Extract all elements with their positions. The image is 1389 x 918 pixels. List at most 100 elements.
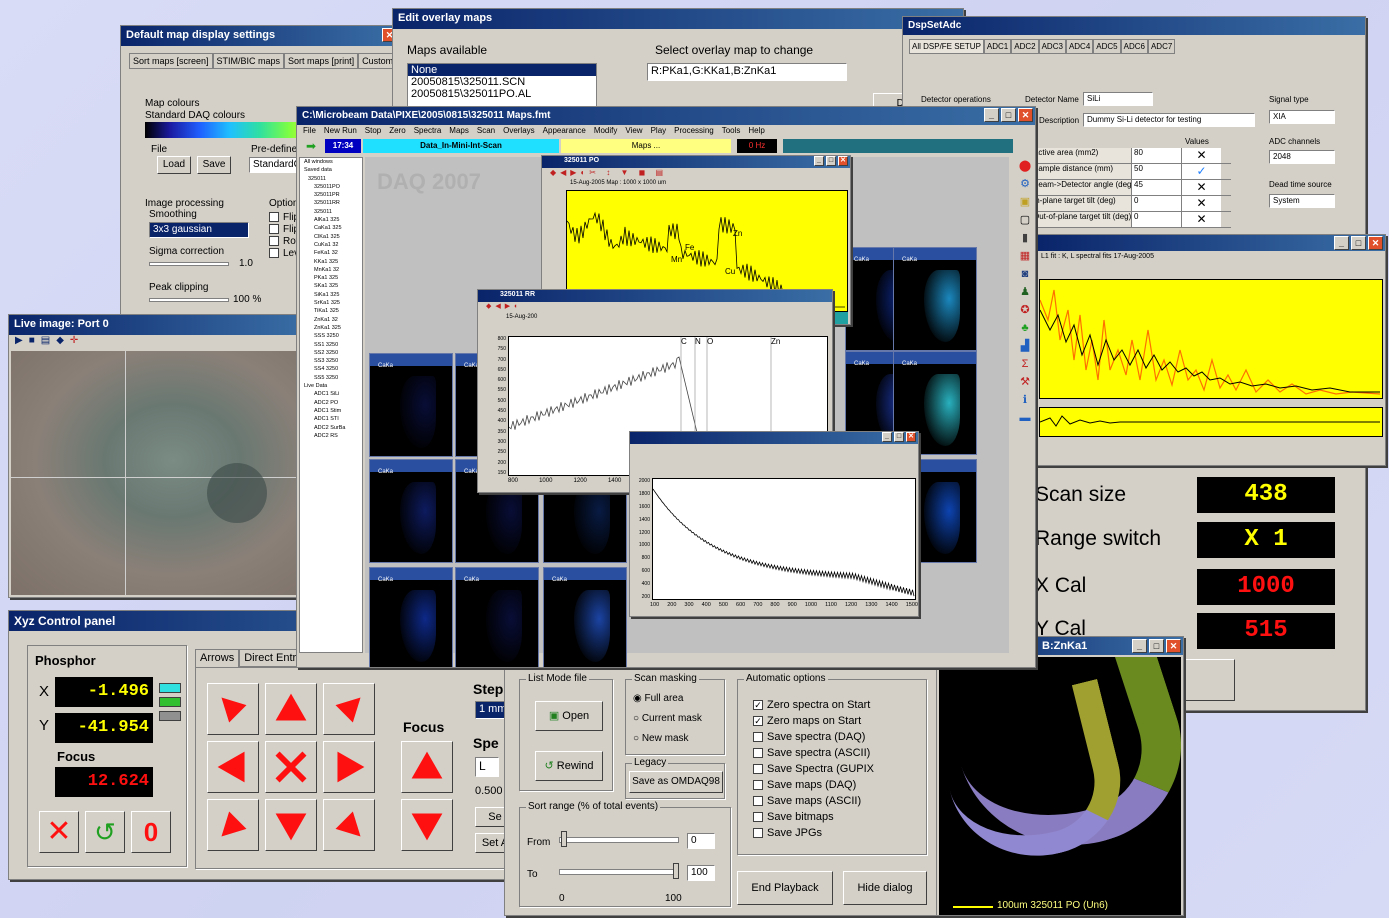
from-slider[interactable] xyxy=(559,837,679,843)
menu-item-appearance[interactable]: Appearance xyxy=(542,126,586,135)
from-slider-thumb[interactable] xyxy=(561,831,567,847)
tab-adc2[interactable]: ADC2 xyxy=(1011,39,1039,54)
radio-full-area[interactable]: ◉ Full area xyxy=(633,693,684,704)
row-value[interactable]: 45 xyxy=(1131,180,1181,195)
option-level[interactable]: Lev xyxy=(269,248,299,259)
book-icon[interactable]: ▮ xyxy=(1021,232,1029,244)
list-item[interactable]: None xyxy=(408,64,596,76)
map-thumbnail[interactable]: CaKa xyxy=(893,247,977,351)
ok-button[interactable] xyxy=(1179,659,1235,701)
arrow-down-button[interactable] xyxy=(265,799,317,851)
tab-all-dsp[interactable]: All DSP/FE SETUP xyxy=(909,39,984,54)
signal-type-select[interactable]: XIA xyxy=(1269,110,1335,124)
speed-field[interactable]: L xyxy=(475,757,499,777)
desc-field[interactable]: Dummy Si-Li detector for testing xyxy=(1083,113,1255,127)
close-icon[interactable]: ✕ xyxy=(1166,639,1181,653)
menu-item-scan[interactable]: Scan xyxy=(476,126,496,135)
tab-stim-bic[interactable]: STIM/BIC maps xyxy=(212,53,285,69)
close-icon[interactable]: ✕ xyxy=(1018,108,1033,122)
arrow-down-right-button[interactable] xyxy=(323,799,375,851)
row-check[interactable]: ✓ xyxy=(1181,164,1221,179)
focus-up-button[interactable] xyxy=(401,741,453,793)
checkbox-icon[interactable] xyxy=(753,828,763,839)
folder-icon[interactable]: ▣ xyxy=(1019,196,1031,208)
map-thumbnail-titlebar[interactable]: CaKa xyxy=(894,248,976,263)
map-thumbnail-titlebar[interactable]: CaKa xyxy=(370,354,452,369)
list-item[interactable]: 20050815\325011.SCN xyxy=(411,76,526,88)
tab-adc5[interactable]: ADC5 xyxy=(1093,39,1121,54)
row-check[interactable]: ✕ xyxy=(1181,148,1221,163)
checkbox-icon[interactable] xyxy=(753,796,763,807)
tree-item[interactable]: MnKa1 32 xyxy=(314,266,340,273)
option-flip-v[interactable]: Flip xyxy=(269,224,299,235)
minimize-icon[interactable]: _ xyxy=(814,156,824,166)
map-thumbnail-titlebar[interactable]: CaKa xyxy=(370,460,452,475)
tab-adc6[interactable]: ADC6 xyxy=(1120,39,1148,54)
maximize-icon[interactable]: □ xyxy=(1149,639,1164,653)
tree-item[interactable]: SS2 3250 xyxy=(314,349,339,356)
map-thumbnail[interactable]: CaKa xyxy=(369,567,453,667)
tree-item[interactable]: ADC2 PO xyxy=(314,399,339,406)
tree-item[interactable]: ZnKa1 325 xyxy=(314,324,341,331)
map-thumbnail[interactable]: CaKa xyxy=(369,459,453,563)
menu-item-tools[interactable]: Tools xyxy=(721,126,741,135)
rewind-button[interactable]: ↺ Rewind xyxy=(535,751,603,781)
tree-item[interactable]: Saved data xyxy=(304,167,332,174)
auto-option-checkbox[interactable]: Save spectra (ASCII) xyxy=(753,745,874,761)
row-check[interactable]: ✕ xyxy=(1181,196,1221,211)
end-playback-button[interactable]: End Playback xyxy=(737,871,833,905)
tree-item[interactable]: CaKa1 325 xyxy=(314,225,342,232)
radio-new-mask[interactable]: ○ New mask xyxy=(633,733,689,744)
menu-item-zero[interactable]: Zero xyxy=(389,126,406,135)
checkbox-icon[interactable] xyxy=(753,812,763,823)
auto-option-checkbox[interactable]: Save bitmaps xyxy=(753,809,874,825)
tree-item[interactable]: FeKa1 32 xyxy=(314,250,338,257)
checkbox-checked-icon[interactable]: ✓ xyxy=(753,716,763,727)
to-field[interactable]: 100 xyxy=(687,865,715,881)
smoothing-select[interactable]: 3x3 gaussian xyxy=(149,222,249,238)
tab-adc7[interactable]: ADC7 xyxy=(1147,39,1176,54)
menu-item-new-run[interactable]: New Run xyxy=(323,126,357,135)
go-arrow-icon[interactable]: ➡ xyxy=(305,139,317,153)
menu-item-file[interactable]: File xyxy=(303,126,316,135)
maximize-icon[interactable]: □ xyxy=(826,156,836,166)
sigma-slider[interactable] xyxy=(149,262,229,266)
tree-item[interactable]: ADC1 STI xyxy=(314,416,339,423)
bag-icon[interactable]: ◙ xyxy=(1021,268,1029,280)
dsp-titlebar[interactable]: DspSetAdc xyxy=(903,17,1365,35)
tree-item[interactable]: 325011PO xyxy=(314,183,340,190)
checkbox-icon[interactable] xyxy=(753,764,763,775)
map-thumbnail[interactable]: CaKa xyxy=(455,567,539,667)
stop-icon[interactable]: ⬤ xyxy=(1018,160,1032,172)
tab-adc4[interactable]: ADC4 xyxy=(1065,39,1094,54)
tree-item[interactable]: SiKa1 325 xyxy=(314,291,340,298)
tree-item[interactable]: 325011 xyxy=(314,208,332,215)
map-thumbnail-titlebar[interactable]: CaKa xyxy=(544,568,626,583)
maximize-icon[interactable]: □ xyxy=(894,432,904,442)
arrow-up-left-button[interactable] xyxy=(207,683,259,735)
checkbox-checked-icon[interactable]: ✓ xyxy=(753,700,763,711)
option-flip-h[interactable]: Flip xyxy=(269,212,299,223)
hide-dialog-button[interactable]: Hide dialog xyxy=(843,871,927,905)
minimize-icon[interactable]: _ xyxy=(882,432,892,442)
minimize-icon[interactable]: _ xyxy=(1334,236,1349,250)
from-field[interactable]: 0 xyxy=(687,833,715,849)
chart-icon[interactable]: ▟ xyxy=(1020,340,1030,352)
tab-direct-entry[interactable]: Direct Entr xyxy=(239,649,302,667)
save-as-omdaq-button[interactable]: Save as OMDAQ98 xyxy=(629,771,723,793)
save-icon[interactable]: ▤ xyxy=(40,335,57,346)
auto-option-checkbox[interactable]: ✓ Zero maps on Start xyxy=(753,713,874,729)
menu-item-processing[interactable]: Processing xyxy=(674,126,714,135)
play-icon[interactable]: ▶ xyxy=(15,335,29,346)
save-button[interactable]: Save xyxy=(197,156,231,174)
tree-item[interactable]: PKa1 325 xyxy=(314,275,339,282)
tree-item[interactable]: AlKa1 325 xyxy=(314,217,340,224)
rgb-overlay-image[interactable]: 100um 325011 PO (Un6) xyxy=(939,657,1181,915)
tab-sort-maps-print[interactable]: Sort maps [print] xyxy=(284,53,359,69)
row-value[interactable]: 50 xyxy=(1131,164,1181,179)
arrow-up-right-button[interactable] xyxy=(323,683,375,735)
auto-option-checkbox[interactable]: ✓ Zero spectra on Start xyxy=(753,697,874,713)
info-icon[interactable]: ℹ xyxy=(1022,394,1028,406)
minimize-icon[interactable]: _ xyxy=(1132,639,1147,653)
map-thumbnail-titlebar[interactable]: CaKa xyxy=(370,568,452,583)
